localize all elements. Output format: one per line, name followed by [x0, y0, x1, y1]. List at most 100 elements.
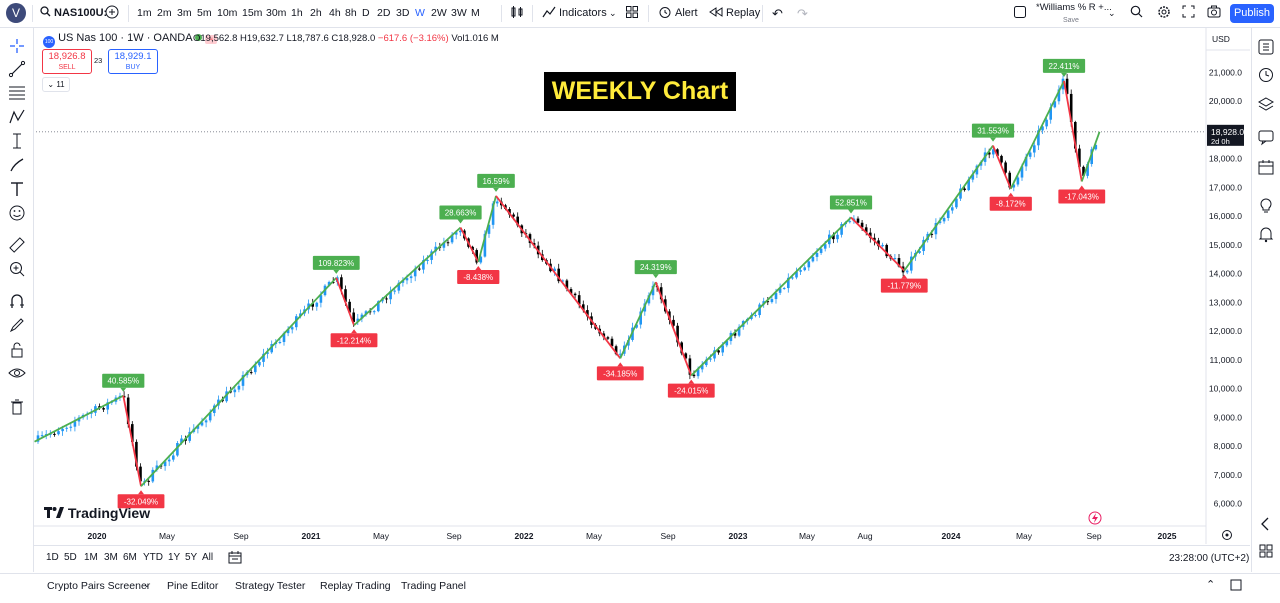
- panel-tab-replay-trading[interactable]: Replay Trading: [320, 580, 391, 592]
- symbol-search-icon[interactable]: [40, 0, 51, 27]
- range-5y[interactable]: 5Y: [185, 552, 198, 563]
- magnet-icon[interactable]: [8, 292, 26, 310]
- chevron-up-icon[interactable]: ⌃: [1206, 579, 1216, 591]
- chevron-down-icon[interactable]: ⌄: [143, 579, 151, 589]
- replay-icon[interactable]: [709, 0, 723, 27]
- eye-icon[interactable]: [8, 364, 26, 382]
- timeframe-8h[interactable]: 8h: [345, 7, 357, 19]
- timeframe-3m[interactable]: 3m: [177, 7, 192, 19]
- apps-grid-icon[interactable]: [1257, 542, 1275, 560]
- panel-tab-trading-panel[interactable]: Trading Panel: [401, 580, 466, 592]
- panel-tab-crypto-pairs-screener[interactable]: Crypto Pairs Screener: [47, 580, 151, 592]
- candle-body: [951, 207, 954, 211]
- crosshair-icon[interactable]: [8, 37, 26, 55]
- range-1m[interactable]: 1M: [84, 552, 98, 563]
- trend-line-icon[interactable]: [8, 60, 26, 78]
- event-marker-icon[interactable]: [1088, 511, 1102, 525]
- symbol-legend[interactable]: 100 US Nas 100 · 1W · OANDA ≈: [43, 32, 218, 48]
- redo-icon[interactable]: ↷: [797, 6, 808, 21]
- price-chart[interactable]: 40.585% -32.049% 109.823% -12.214% 28.663% -8…: [34, 28, 1250, 544]
- timeframe-m[interactable]: M: [471, 7, 480, 19]
- fullscreen-icon[interactable]: [1182, 0, 1195, 27]
- alert-button[interactable]: Alert: [675, 7, 698, 19]
- timeframe-1m[interactable]: 1m: [137, 7, 152, 19]
- timeframe-2h[interactable]: 2h: [310, 7, 322, 19]
- templates-icon[interactable]: [625, 0, 639, 27]
- publish-button[interactable]: Publish: [1230, 4, 1274, 23]
- buy-button[interactable]: 18,929.1 BUY: [108, 49, 158, 74]
- measure-icon[interactable]: [8, 132, 26, 150]
- timeframe-3w[interactable]: 3W: [451, 7, 467, 19]
- tradingview-watermark[interactable]: TradingView: [44, 505, 150, 521]
- text-tool-icon[interactable]: [8, 180, 26, 198]
- collapse-panel-icon[interactable]: [1257, 515, 1275, 533]
- chevron-down-icon[interactable]: ⌄: [1108, 8, 1116, 18]
- emoji-icon[interactable]: [8, 204, 26, 222]
- timeframe-4h[interactable]: 4h: [329, 7, 341, 19]
- candle-body: [147, 480, 150, 482]
- timeframe-2d[interactable]: 2D: [377, 7, 391, 19]
- currency-selector[interactable]: USD: [1212, 34, 1230, 44]
- candle-body: [475, 250, 478, 263]
- low-value: L18,787.6: [286, 33, 329, 44]
- chevron-down-icon[interactable]: ⌄: [609, 8, 617, 18]
- compare-symbol-icon[interactable]: [105, 0, 119, 27]
- sell-button[interactable]: 18,926.8 SELL: [42, 49, 92, 74]
- camera-icon[interactable]: [1207, 0, 1221, 27]
- timeframe-15m[interactable]: 15m: [242, 7, 263, 19]
- undo-icon[interactable]: ↶: [772, 6, 783, 21]
- range-ytd[interactable]: YTD: [143, 552, 163, 563]
- indicators-icon[interactable]: [542, 0, 556, 27]
- layout-name[interactable]: *Williams % R +...: [1036, 2, 1112, 13]
- layout-checkbox-icon[interactable]: [1013, 0, 1027, 27]
- timeframe-1h[interactable]: 1h: [291, 7, 303, 19]
- drawing-mode-icon[interactable]: [8, 316, 26, 334]
- panel-tab-strategy-tester[interactable]: Strategy Tester: [235, 580, 306, 592]
- calendar-icon[interactable]: [1257, 158, 1275, 176]
- horizontal-lines-icon[interactable]: [8, 83, 26, 101]
- replay-button[interactable]: Replay: [726, 7, 761, 19]
- watchlist-icon[interactable]: [1257, 38, 1275, 56]
- brush-icon[interactable]: [8, 156, 26, 174]
- panel-tab-pine-editor[interactable]: Pine Editor: [167, 580, 219, 592]
- ruler-icon[interactable]: [8, 236, 26, 254]
- timeframe-d[interactable]: D: [362, 7, 370, 19]
- timeframe-3d[interactable]: 3D: [396, 7, 410, 19]
- timeframe-10m[interactable]: 10m: [217, 7, 238, 19]
- range-1d[interactable]: 1D: [46, 552, 59, 563]
- timeframe-2w[interactable]: 2W: [431, 7, 447, 19]
- user-avatar[interactable]: V: [6, 3, 26, 23]
- range-1y[interactable]: 1Y: [168, 552, 181, 563]
- gear-icon[interactable]: [1157, 0, 1171, 27]
- bottom-panel-bar: [0, 573, 1280, 603]
- range-all[interactable]: All: [202, 552, 214, 563]
- ideas-lightbulb-icon[interactable]: [1257, 196, 1275, 214]
- chat-icon[interactable]: [1257, 128, 1275, 146]
- indicators-collapse-toggle[interactable]: ⌄ 11: [42, 77, 70, 92]
- indicators-button[interactable]: Indicators: [559, 7, 607, 19]
- lock-icon[interactable]: [8, 341, 26, 359]
- notifications-bell-icon[interactable]: [1257, 225, 1275, 243]
- timeframe-2m[interactable]: 2m: [157, 7, 172, 19]
- zoom-in-icon[interactable]: [8, 260, 26, 278]
- timezone-label[interactable]: 23:28:00 (UTC+2): [1169, 553, 1250, 564]
- alerts-clock-icon[interactable]: [1257, 66, 1275, 84]
- layers-icon[interactable]: [1257, 96, 1275, 114]
- range-3m[interactable]: 3M: [104, 552, 118, 563]
- search-icon[interactable]: [1130, 0, 1143, 27]
- axis-settings-icon[interactable]: [1222, 530, 1232, 540]
- timeframe-w[interactable]: W: [415, 7, 425, 19]
- maximize-panel-icon[interactable]: [1230, 578, 1242, 596]
- layout-save-label[interactable]: Save: [1063, 17, 1079, 24]
- timeframe-5m[interactable]: 5m: [197, 7, 212, 19]
- range-6m[interactable]: 6M: [123, 552, 137, 563]
- swing-label-pointer: [688, 379, 695, 384]
- goto-date-icon[interactable]: [228, 550, 242, 569]
- symbol-search-button[interactable]: NAS100U:: [54, 7, 108, 19]
- alert-icon[interactable]: [658, 0, 672, 27]
- candles-icon[interactable]: [510, 0, 524, 27]
- pattern-icon[interactable]: [8, 108, 26, 126]
- range-5d[interactable]: 5D: [64, 552, 77, 563]
- trash-icon[interactable]: [8, 398, 26, 416]
- timeframe-30m[interactable]: 30m: [266, 7, 287, 19]
